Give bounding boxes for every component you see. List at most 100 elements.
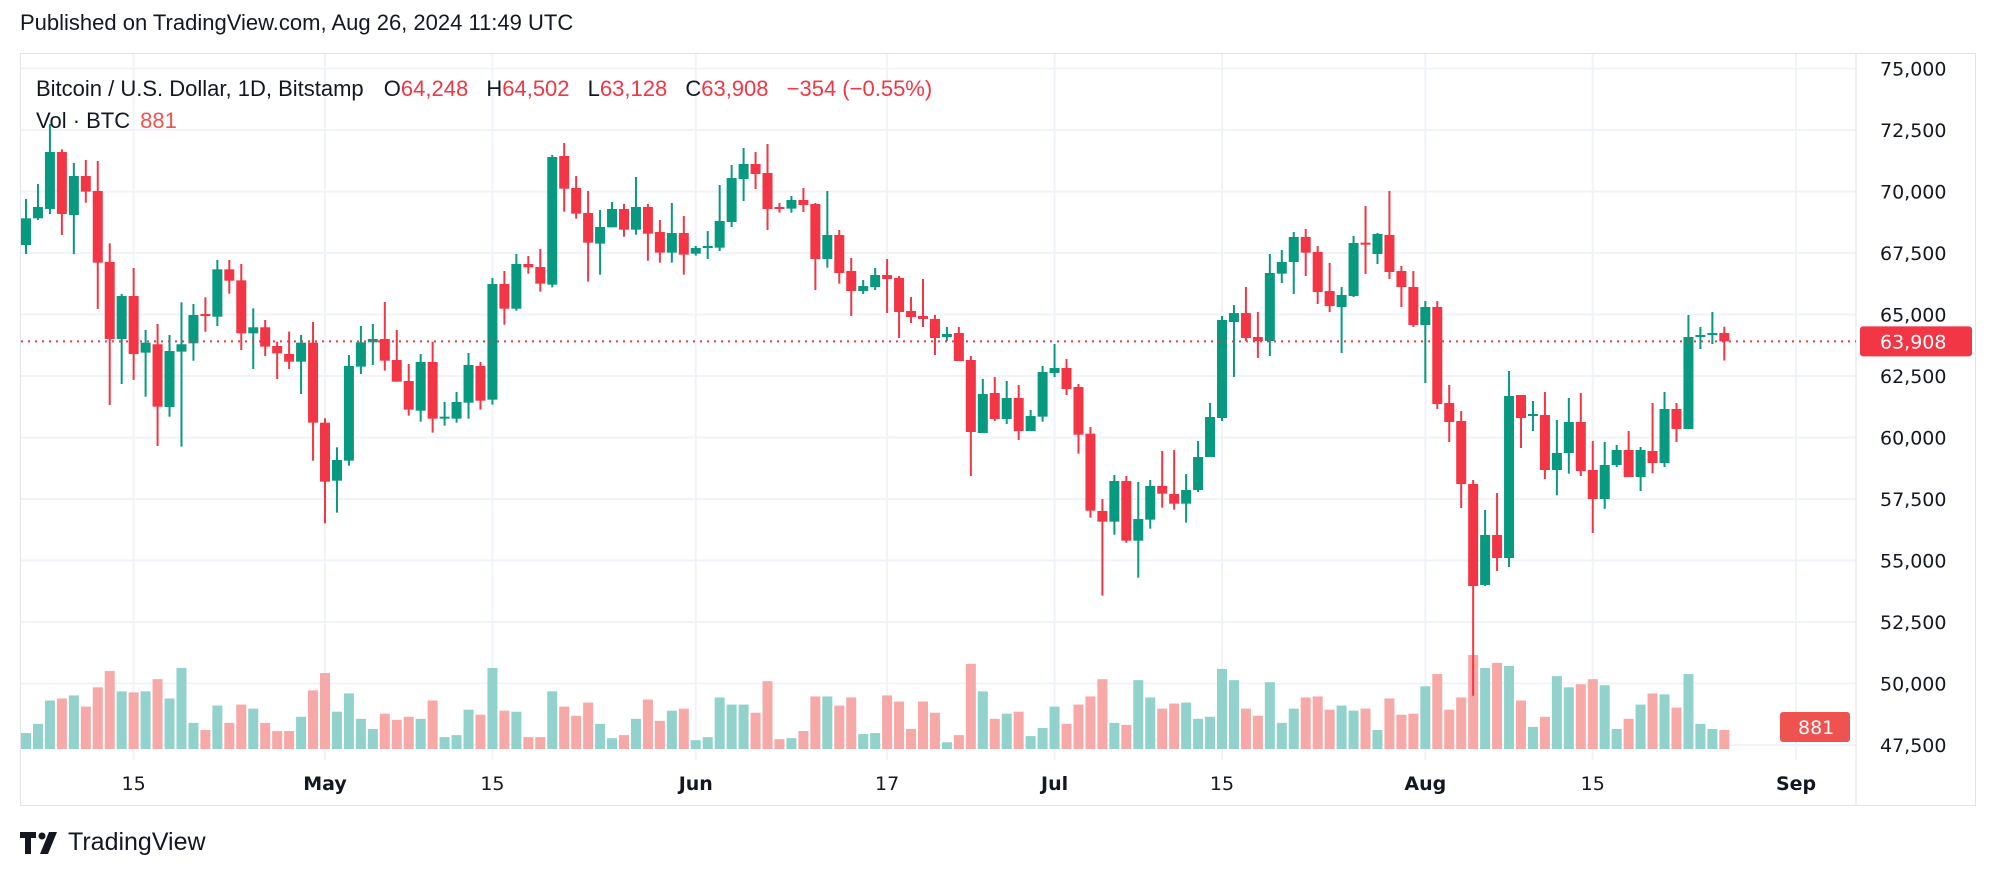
candle-body (1492, 534, 1503, 558)
volume-bar (1504, 665, 1515, 749)
candle (1169, 449, 1180, 510)
volume-bar (212, 705, 223, 749)
candle-body (630, 206, 641, 230)
volume-bar (1444, 709, 1455, 749)
candle-body (1527, 414, 1538, 417)
volume-bar (1563, 687, 1574, 749)
candle-body (726, 177, 737, 223)
candle-body (929, 318, 940, 338)
candle (355, 325, 366, 375)
volume-bar (32, 723, 43, 749)
candle (32, 183, 43, 221)
candle (1109, 474, 1120, 535)
candle (750, 151, 761, 189)
volume-bar (726, 704, 737, 749)
candle (953, 326, 964, 361)
candle (1611, 445, 1622, 467)
volume-bar (140, 691, 151, 749)
candle-body (128, 296, 139, 354)
volume-bar (176, 667, 187, 749)
volume-bar (1456, 697, 1467, 749)
candle-wick (1711, 311, 1714, 344)
volume-bar (1575, 684, 1586, 749)
candle-body (786, 199, 797, 209)
candle-wick (1651, 402, 1654, 474)
candle (654, 219, 665, 263)
candle-wick (706, 231, 709, 260)
candle-body (1037, 371, 1048, 417)
close-value: 63,908 (701, 76, 769, 101)
candle (918, 279, 928, 327)
candle (762, 143, 773, 230)
candle (1133, 482, 1144, 578)
candle (152, 323, 163, 446)
candle (1240, 286, 1251, 341)
volume-bar (1217, 668, 1227, 749)
candle-body (1157, 485, 1168, 494)
candle (427, 341, 438, 433)
candle (1001, 380, 1012, 424)
volume-bar (1205, 716, 1216, 749)
volume-bar (1527, 726, 1538, 749)
volume-bar (1551, 676, 1562, 749)
volume-bar (272, 731, 283, 749)
volume-bar (152, 679, 163, 749)
candle (44, 123, 55, 215)
time-axis[interactable]: 15 May 15 Jun 17 Jul 15 Aug 15 Sep (122, 773, 1817, 795)
candle (1073, 383, 1084, 454)
candle-body (607, 208, 618, 228)
candle (1432, 300, 1443, 409)
candle-body (463, 365, 474, 403)
volume-bar (822, 696, 833, 749)
candle (511, 253, 522, 311)
volume-bar (714, 697, 725, 749)
candle-body (810, 203, 821, 260)
candle (212, 260, 223, 326)
candle (1037, 365, 1048, 422)
candle-body (1193, 457, 1204, 490)
candle-wick (144, 329, 147, 397)
candle (1360, 205, 1371, 275)
candle-body (559, 156, 570, 189)
candle-body (116, 296, 127, 339)
volume-bar (1432, 674, 1443, 749)
volume-bar (1516, 700, 1526, 749)
volume-bar (1264, 682, 1275, 749)
volume-bar (630, 718, 641, 749)
candle (714, 185, 725, 252)
time-tick-label: 15 (1581, 773, 1605, 795)
candle (1217, 316, 1227, 421)
candle-body (21, 218, 31, 246)
candle-body (1707, 332, 1718, 335)
candle (1659, 391, 1670, 468)
candle (1516, 394, 1526, 449)
candle (176, 302, 187, 447)
candle-wick (1723, 326, 1726, 361)
tradingview-logo-icon (20, 831, 57, 854)
price-axis[interactable]: 47,500 50,000 52,500 55,000 57,500 60,000 62,5… (1880, 59, 1946, 758)
volume-legend: Vol · BTC 881 (36, 108, 177, 134)
candle (1145, 479, 1156, 529)
volume-bar (619, 735, 629, 749)
candle-wick (180, 302, 183, 447)
candle-body (1264, 272, 1275, 341)
candle-body (738, 163, 749, 180)
candle (1647, 402, 1658, 474)
volume-bar (164, 698, 175, 749)
candle (1205, 402, 1216, 458)
time-tick-label: 15 (1210, 773, 1234, 795)
volume-bar (188, 722, 199, 749)
candle-body (523, 263, 534, 268)
volume-bar (1647, 693, 1658, 749)
candle (1384, 191, 1395, 280)
volume-bar (798, 731, 809, 749)
candle (1492, 492, 1503, 572)
candle-body (1599, 465, 1610, 499)
candle-wick (1161, 451, 1164, 508)
volume-bar (977, 691, 988, 749)
candle-body (1300, 237, 1311, 253)
footer-brand[interactable]: TradingView (20, 828, 206, 857)
candle (1671, 402, 1682, 443)
candle-body (1587, 469, 1598, 499)
